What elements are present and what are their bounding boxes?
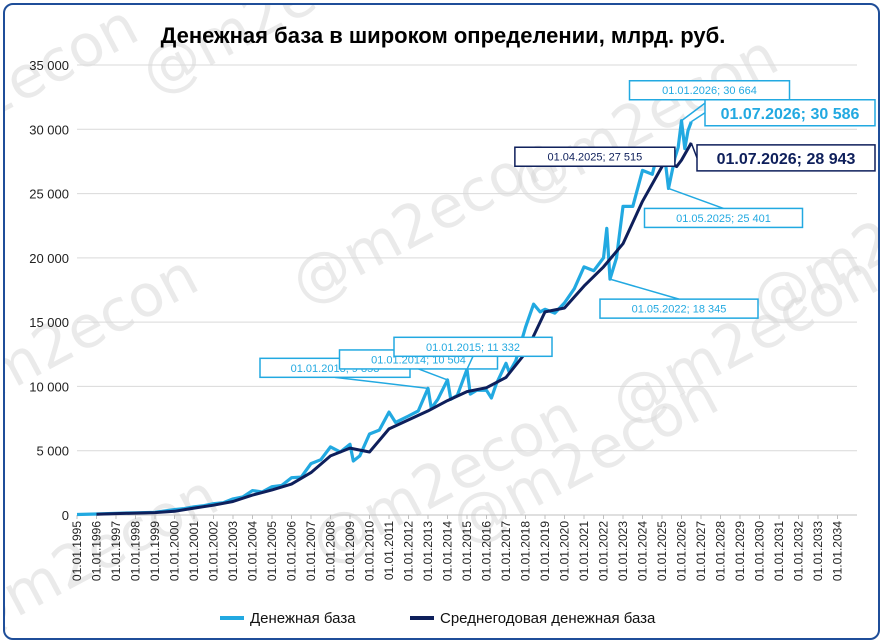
- chart-title: Денежная база в широком определении, млр…: [161, 23, 726, 48]
- x-tick-label: 01.01.2014: [441, 521, 455, 581]
- annotation-box: [599, 298, 759, 319]
- x-axis: 01.01.1995 01.01.1996 01.01.1997 01.01.1998…: [70, 515, 845, 581]
- annotation-leader: [690, 142, 698, 159]
- annotation-leader: [690, 112, 706, 123]
- annotation-leader: [418, 368, 448, 381]
- x-tick-label: 01.01.2026: [675, 521, 689, 581]
- x-tick-label: 01.01.1996: [90, 521, 104, 581]
- chart-frame: @m2econ @m2econ @m2econ @m2econ @m2econ @m2ec…: [3, 3, 880, 640]
- annotation-box: [514, 146, 676, 167]
- legend-label: Денежная база: [250, 610, 356, 627]
- line-chart: @m2econ@m2econ@m2econ@m2econ@m2econ@m2ec…: [5, 5, 878, 638]
- x-tick-label: 01.01.2022: [597, 521, 611, 581]
- x-tick-label: 01.01.2006: [285, 521, 299, 581]
- y-tick-label: 20 000: [29, 251, 69, 266]
- series-lines: [76, 119, 693, 517]
- x-tick-label: 01.01.2009: [343, 521, 357, 581]
- annotation-label: 01.05.2022; 18 345: [632, 304, 727, 316]
- annotation-label: 01.01.2014; 10 504: [371, 354, 466, 366]
- x-tick-label: 01.01.2005: [265, 521, 279, 581]
- watermark-text: @m2econ: [5, 241, 209, 438]
- watermark-text: @m2econ: [130, 5, 419, 107]
- x-tick-label: 01.01.2004: [246, 521, 260, 581]
- x-tick-label: 01.01.2020: [558, 521, 572, 581]
- x-tick-label: 01.01.2015: [460, 521, 474, 581]
- y-tick-label: 30 000: [29, 122, 69, 137]
- x-tick-label: 01.01.2017: [499, 521, 513, 581]
- x-tick-label: 01.01.2029: [733, 521, 747, 581]
- x-tick-label: 01.01.2003: [226, 521, 240, 581]
- x-tick-label: 01.01.2032: [792, 521, 806, 581]
- x-tick-label: 01.01.2034: [831, 521, 845, 581]
- x-tick-label: 01.01.2018: [519, 521, 533, 581]
- x-tick-label: 01.01.2019: [538, 521, 552, 581]
- annotation-label: 01.01.2015; 11 332: [426, 342, 520, 354]
- annotation-label: 01.07.2026; 30 586: [721, 106, 860, 123]
- annotation-leader: [609, 278, 680, 300]
- annotation-label: 01.07.2026; 28 943: [717, 151, 856, 168]
- annotation-label: 01.05.2025; 25 401: [676, 213, 771, 225]
- x-tick-label: 01.01.2024: [636, 521, 650, 581]
- annotation-leader: [668, 187, 724, 210]
- annotation-box: [643, 207, 804, 229]
- y-tick-label: 15 000: [29, 315, 69, 330]
- x-tick-label: 01.01.2025: [655, 521, 669, 581]
- x-tick-label: 01.01.2010: [363, 521, 377, 581]
- x-tick-label: 01.01.2007: [304, 521, 318, 581]
- y-tick-label: 5 000: [36, 444, 69, 459]
- x-tick-label: 01.01.2002: [207, 521, 221, 581]
- x-tick-label: 01.01.1997: [109, 521, 123, 581]
- x-tick-label: 01.01.2000: [168, 521, 182, 581]
- x-tick-label: 01.01.2013: [421, 521, 435, 581]
- x-tick-label: 01.01.1995: [70, 521, 84, 581]
- x-tick-label: 01.01.2021: [577, 521, 591, 581]
- y-tick-label: 0: [62, 508, 69, 523]
- x-tick-label: 01.01.2027: [694, 521, 708, 581]
- x-tick-label: 01.01.1998: [129, 521, 143, 581]
- x-tick-label: 01.01.2016: [480, 521, 494, 581]
- series-line-average: [96, 142, 693, 516]
- x-tick-label: 01.01.2001: [187, 521, 201, 581]
- y-axis: 0 5 000 10 000 15 000 20 000 25 000 30 000 35 0…: [29, 58, 69, 523]
- x-tick-label: 01.01.2008: [324, 521, 338, 581]
- legend-label: Среднегодовая денежная база: [440, 610, 656, 627]
- x-tick-label: 01.01.2033: [811, 521, 825, 581]
- y-tick-label: 10 000: [29, 379, 69, 394]
- x-tick-label: 01.01.2023: [616, 521, 630, 581]
- y-tick-label: 35 000: [29, 58, 69, 73]
- watermark-text: @m2econ: [5, 5, 149, 187]
- x-tick-label: 01.01.2028: [714, 521, 728, 581]
- annotation-leader: [334, 376, 429, 390]
- annotation-leader: [466, 355, 474, 370]
- x-tick-label: 01.01.1999: [148, 521, 162, 581]
- legend: Денежная база Среднегодовая денежная база: [220, 610, 656, 627]
- annotation-box: [704, 99, 876, 127]
- annotation-box: [393, 336, 553, 358]
- x-tick-label: 01.01.2030: [753, 521, 767, 581]
- x-tick-label: 01.01.2012: [402, 521, 416, 581]
- annotation-label: 01.01.2026; 30 664: [662, 85, 757, 97]
- x-tick-label: 01.01.2031: [772, 521, 786, 581]
- annotation-label: 01.04.2025; 27 515: [547, 152, 642, 164]
- y-tick-label: 25 000: [29, 187, 69, 202]
- annotation-box: [696, 144, 876, 172]
- x-tick-label: 01.01.2011: [382, 521, 396, 580]
